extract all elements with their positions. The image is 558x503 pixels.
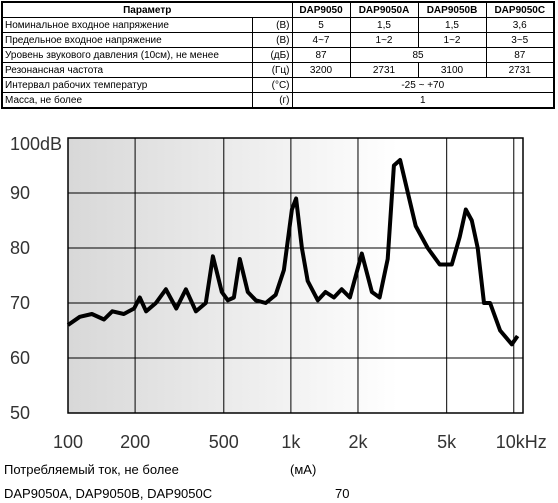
- param-value: -25 ~ +70: [291, 77, 555, 93]
- param-value: 3100: [417, 62, 487, 78]
- y-tick-label: 60: [10, 348, 30, 368]
- param-value: 1,5: [349, 17, 419, 33]
- param-name: Масса, не более: [1, 92, 253, 109]
- header-cell: DAP9050B: [417, 1, 487, 18]
- table-row: Масса, не более (г) 1: [1, 92, 555, 109]
- footer-value: 70: [335, 486, 350, 501]
- param-name: Предельное входное напряжение: [1, 32, 253, 48]
- param-value: 3~5: [485, 32, 555, 48]
- param-value: 87: [291, 47, 351, 63]
- param-value: 1,5: [417, 17, 487, 33]
- spec-table: Параметр DAP9050 DAP9050A DAP9050B DAP9050C …: [1, 1, 555, 109]
- param-value: 87: [485, 47, 555, 63]
- y-tick-label: 100dB: [10, 134, 62, 154]
- x-tick-label: 10kHz: [496, 432, 547, 452]
- footer-unit: (мА): [290, 462, 317, 477]
- param-value: 3,6: [485, 17, 555, 33]
- y-tick-label: 50: [10, 403, 30, 423]
- param-value: 85: [349, 47, 487, 63]
- y-tick-label: 80: [10, 238, 30, 258]
- param-unit: (В): [251, 32, 293, 48]
- param-value: 4~7: [291, 32, 351, 48]
- param-value: 1: [291, 92, 555, 109]
- table-row: Резонансная частота (Гц) 3200 2731 3100 2731: [1, 62, 555, 78]
- table-row: Номинальное входное напряжение (В) 5 1,5 1,5…: [1, 17, 555, 33]
- param-unit: (°C): [251, 77, 293, 93]
- param-value: 1~2: [417, 32, 487, 48]
- param-value: 1~2: [349, 32, 419, 48]
- param-name: Уровень звукового давления (10см), не ме…: [1, 47, 253, 63]
- x-tick-label: 500: [209, 432, 239, 452]
- x-tick-label: 100: [53, 432, 83, 452]
- table-row: Предельное входное напряжение (В) 4~7 1~2 1~…: [1, 32, 555, 48]
- x-tick-label: 1k: [281, 432, 301, 452]
- param-unit: (В): [251, 17, 293, 33]
- x-tick-label: 200: [120, 432, 150, 452]
- plot-shade: [68, 138, 398, 413]
- y-tick-label: 90: [10, 183, 30, 203]
- footer-models: DAP9050A, DAP9050B, DAP9050C: [4, 486, 213, 501]
- param-name: Резонансная частота: [1, 62, 253, 78]
- header-cell: Параметр: [1, 1, 293, 18]
- param-unit: (Гц): [251, 62, 293, 78]
- param-value: 2731: [349, 62, 419, 78]
- table-row: Интервал рабочих температур (°C) -25 ~ +70: [1, 77, 555, 93]
- footer-param: Потребляемый ток, не более: [4, 462, 179, 477]
- param-name: Номинальное входное напряжение: [1, 17, 253, 33]
- param-value: 2731: [485, 62, 555, 78]
- param-value: 5: [291, 17, 351, 33]
- x-tick-label: 2k: [348, 432, 368, 452]
- header-cell: DAP9050A: [349, 1, 419, 18]
- y-tick-label: 70: [10, 293, 30, 313]
- param-name: Интервал рабочих температур: [1, 77, 253, 93]
- table-row: Уровень звукового давления (10см), не ме…: [1, 47, 555, 63]
- header-cell: DAP9050C: [485, 1, 555, 18]
- param-value: 3200: [291, 62, 351, 78]
- x-tick-label: 5k: [437, 432, 457, 452]
- param-unit: (дБ): [251, 47, 293, 63]
- header-cell: DAP9050: [291, 1, 351, 18]
- param-unit: (г): [251, 92, 293, 109]
- response-line: [66, 158, 520, 347]
